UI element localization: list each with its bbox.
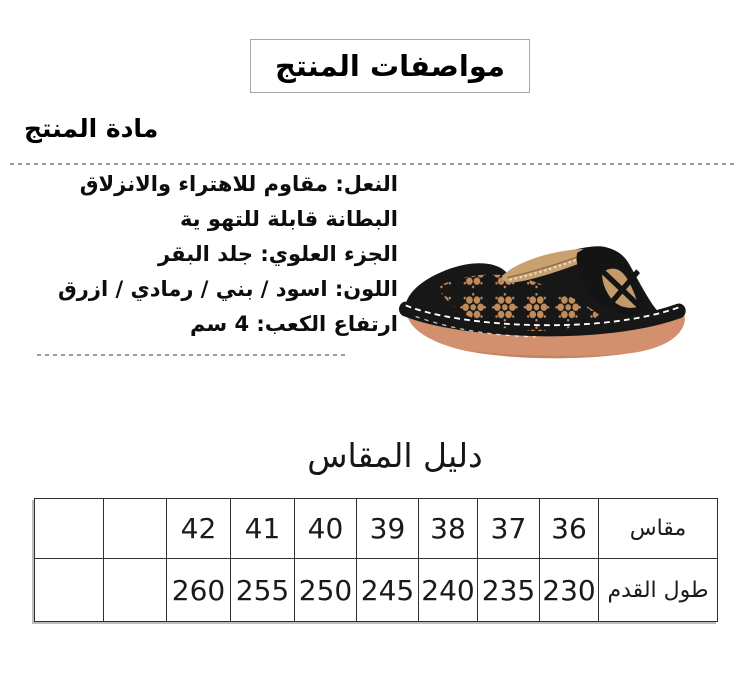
material-section-heading: مادة المنتج <box>24 114 159 143</box>
table-row-size: مقاس 36 37 38 39 40 41 42 <box>34 498 718 559</box>
shoe-sole <box>407 311 685 359</box>
size-guide-heading: دليل المقاس <box>307 436 483 475</box>
spec-upper: الجزء العلوي: جلد البقر <box>158 242 398 266</box>
shoe-stitching <box>405 304 680 327</box>
shoe-floral-cutouts <box>437 274 599 331</box>
empty-cell <box>34 498 104 559</box>
spec-list: النعل: مقاوم للاهتراء والانزلاق البطانة … <box>58 167 398 342</box>
size-cell-42: 42 <box>166 498 231 559</box>
size-cell-40: 40 <box>294 498 357 559</box>
size-cell-38: 38 <box>418 498 478 559</box>
product-photo-shoe-image <box>399 246 686 359</box>
size-guide-table: مقاس 36 37 38 39 40 41 42 طول القدم 230 … <box>34 498 718 622</box>
size-cell-41: 41 <box>230 498 295 559</box>
shoe-stitching-lower <box>415 315 536 338</box>
shoe-sole-shadow <box>460 349 644 359</box>
footlength-cell-250: 250 <box>294 558 357 622</box>
row-label-size: مقاس <box>598 498 718 559</box>
spec-sole: النعل: مقاوم للاهتراء والانزلاق <box>79 172 398 196</box>
footlength-cell-245: 245 <box>356 558 419 622</box>
divider-dashed-top <box>10 163 738 165</box>
empty-cell <box>34 558 104 622</box>
shoe-heel-cutout-strap2 <box>606 269 640 309</box>
product-specs-title: مواصفات المنتج <box>275 49 505 83</box>
footlength-cell-260: 260 <box>166 558 231 622</box>
table-row-foot-length: طول القدم 230 235 240 245 250 255 260 <box>34 558 718 622</box>
product-specs-banner: مواصفات المنتج <box>250 39 530 93</box>
footlength-cell-255: 255 <box>230 558 295 622</box>
empty-cell <box>103 498 167 559</box>
footlength-cell-235: 235 <box>477 558 540 622</box>
row-label-foot-length: طول القدم <box>598 558 718 622</box>
divider-dashed-bottom <box>37 354 348 356</box>
spec-heel-height: ارتفاع الكعب: 4 سم <box>190 312 398 336</box>
empty-cell <box>103 558 167 622</box>
size-cell-37: 37 <box>477 498 540 559</box>
spec-lining: البطانة قابلة للتهو ية <box>179 207 398 231</box>
footlength-cell-240: 240 <box>418 558 478 622</box>
footlength-cell-230: 230 <box>539 558 599 622</box>
size-cell-39: 39 <box>356 498 419 559</box>
spec-colors: اللون: اسود / بني / رمادي / ازرق <box>58 277 398 301</box>
size-cell-36: 36 <box>539 498 599 559</box>
